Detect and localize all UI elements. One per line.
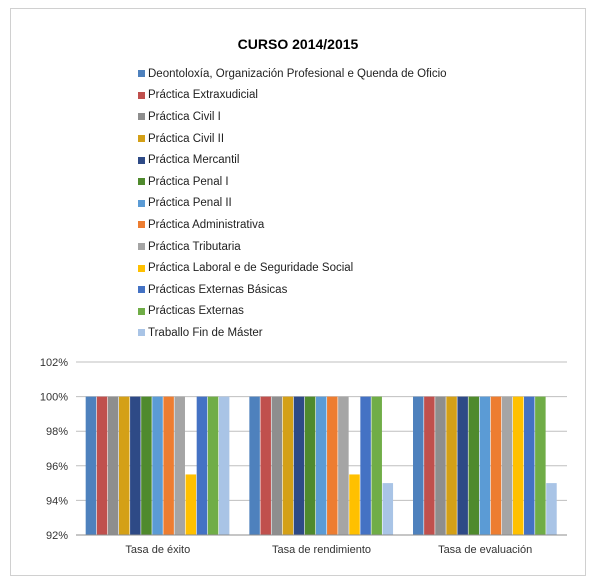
bar (457, 396, 468, 535)
legend-item: Traballo Fin de Máster (138, 322, 447, 344)
bar (315, 396, 327, 535)
y-tick-label: 100% (40, 392, 68, 404)
legend-label: Práctica Mercantil (148, 154, 240, 167)
legend-label: Práctica Tributaria (148, 240, 241, 253)
bar (118, 396, 130, 535)
bar (512, 396, 524, 535)
bar (501, 396, 513, 535)
legend-swatch (138, 135, 145, 143)
bar (249, 396, 260, 535)
chart-title: CURSO 2014/2015 (237, 36, 359, 52)
y-tick-label: 102% (40, 357, 68, 369)
bar (327, 396, 338, 535)
x-tick-label: Tasa de rendimiento (272, 544, 371, 556)
bar (382, 483, 394, 535)
legend-swatch (138, 329, 145, 337)
bar (479, 396, 491, 535)
legend-item: Deontoloxía, Organización Profesional e … (138, 63, 447, 85)
bar (207, 396, 219, 535)
legend-item: Práctica Penal I (138, 171, 447, 193)
bar (218, 396, 230, 535)
y-tick-label: 98% (46, 426, 68, 438)
legend-item: Práctica Tributaria (138, 236, 447, 258)
bar (349, 474, 360, 535)
bar (271, 396, 283, 535)
legend-item: Práctica Administrativa (138, 214, 447, 236)
bar (260, 396, 271, 535)
legend-item: Práctica Civil I (138, 106, 447, 128)
legend-label: Práctica Laboral e de Seguridade Social (148, 262, 354, 275)
legend-swatch (138, 156, 145, 164)
legend-swatch (138, 264, 145, 272)
bar (293, 396, 305, 535)
bar (185, 474, 197, 535)
bar (85, 396, 97, 535)
legend-label: Práctica Administrativa (148, 218, 265, 231)
bar (490, 396, 502, 535)
legend-swatch (138, 113, 145, 121)
chart-legend: Deontoloxía, Organización Profesional e … (138, 63, 447, 344)
bar (371, 396, 382, 535)
legend-label: Práctica Civil I (148, 110, 221, 123)
bar (424, 396, 435, 535)
y-tick-label: 94% (46, 495, 68, 507)
legend-label: Traballo Fin de Máster (148, 326, 263, 339)
bar (196, 396, 208, 535)
legend-swatch (138, 70, 145, 78)
bar (282, 396, 294, 535)
legend-item: Práctica Penal II (138, 193, 447, 215)
bar (163, 396, 174, 535)
bar (338, 396, 349, 535)
bar (468, 396, 480, 535)
bar (174, 396, 185, 535)
legend-label: Práctica Penal II (148, 197, 232, 210)
legend-swatch (138, 221, 145, 229)
bar (141, 396, 152, 535)
bar (546, 483, 557, 535)
legend-swatch (138, 178, 145, 186)
legend-item: Prácticas Externas (138, 301, 447, 323)
x-tick-label: Tasa de evaluación (438, 544, 532, 556)
legend-item: Práctica Civil II (138, 128, 447, 150)
legend-swatch (138, 286, 145, 294)
legend-item: Práctica Mercantil (138, 149, 447, 171)
bar (535, 396, 546, 535)
legend-label: Práctica Penal I (148, 175, 229, 188)
bar (524, 396, 535, 535)
legend-label: Prácticas Externas (148, 305, 244, 318)
legend-label: Práctica Extraxudicial (148, 89, 258, 102)
y-tick-label: 92% (46, 530, 68, 542)
bar (435, 396, 446, 535)
x-tick-label: Tasa de éxito (125, 544, 190, 556)
bar (304, 396, 316, 535)
bar (413, 396, 424, 535)
legend-item: Práctica Laboral e de Seguridade Social (138, 257, 447, 279)
legend-swatch (138, 243, 145, 251)
bar (107, 396, 119, 535)
bar (96, 396, 108, 535)
bar (130, 396, 141, 535)
legend-swatch (138, 91, 145, 99)
legend-swatch (138, 199, 145, 207)
legend-swatch (138, 307, 145, 315)
legend-label: Práctica Civil II (148, 132, 225, 145)
legend-label: Prácticas Externas Básicas (148, 283, 288, 296)
legend-item: Práctica Extraxudicial (138, 85, 447, 107)
legend-label: Deontoloxía, Organización Profesional e … (148, 67, 447, 80)
bar (360, 396, 371, 535)
y-tick-label: 96% (46, 461, 68, 473)
bar (446, 396, 457, 535)
bar (152, 396, 163, 535)
legend-item: Prácticas Externas Básicas (138, 279, 447, 301)
